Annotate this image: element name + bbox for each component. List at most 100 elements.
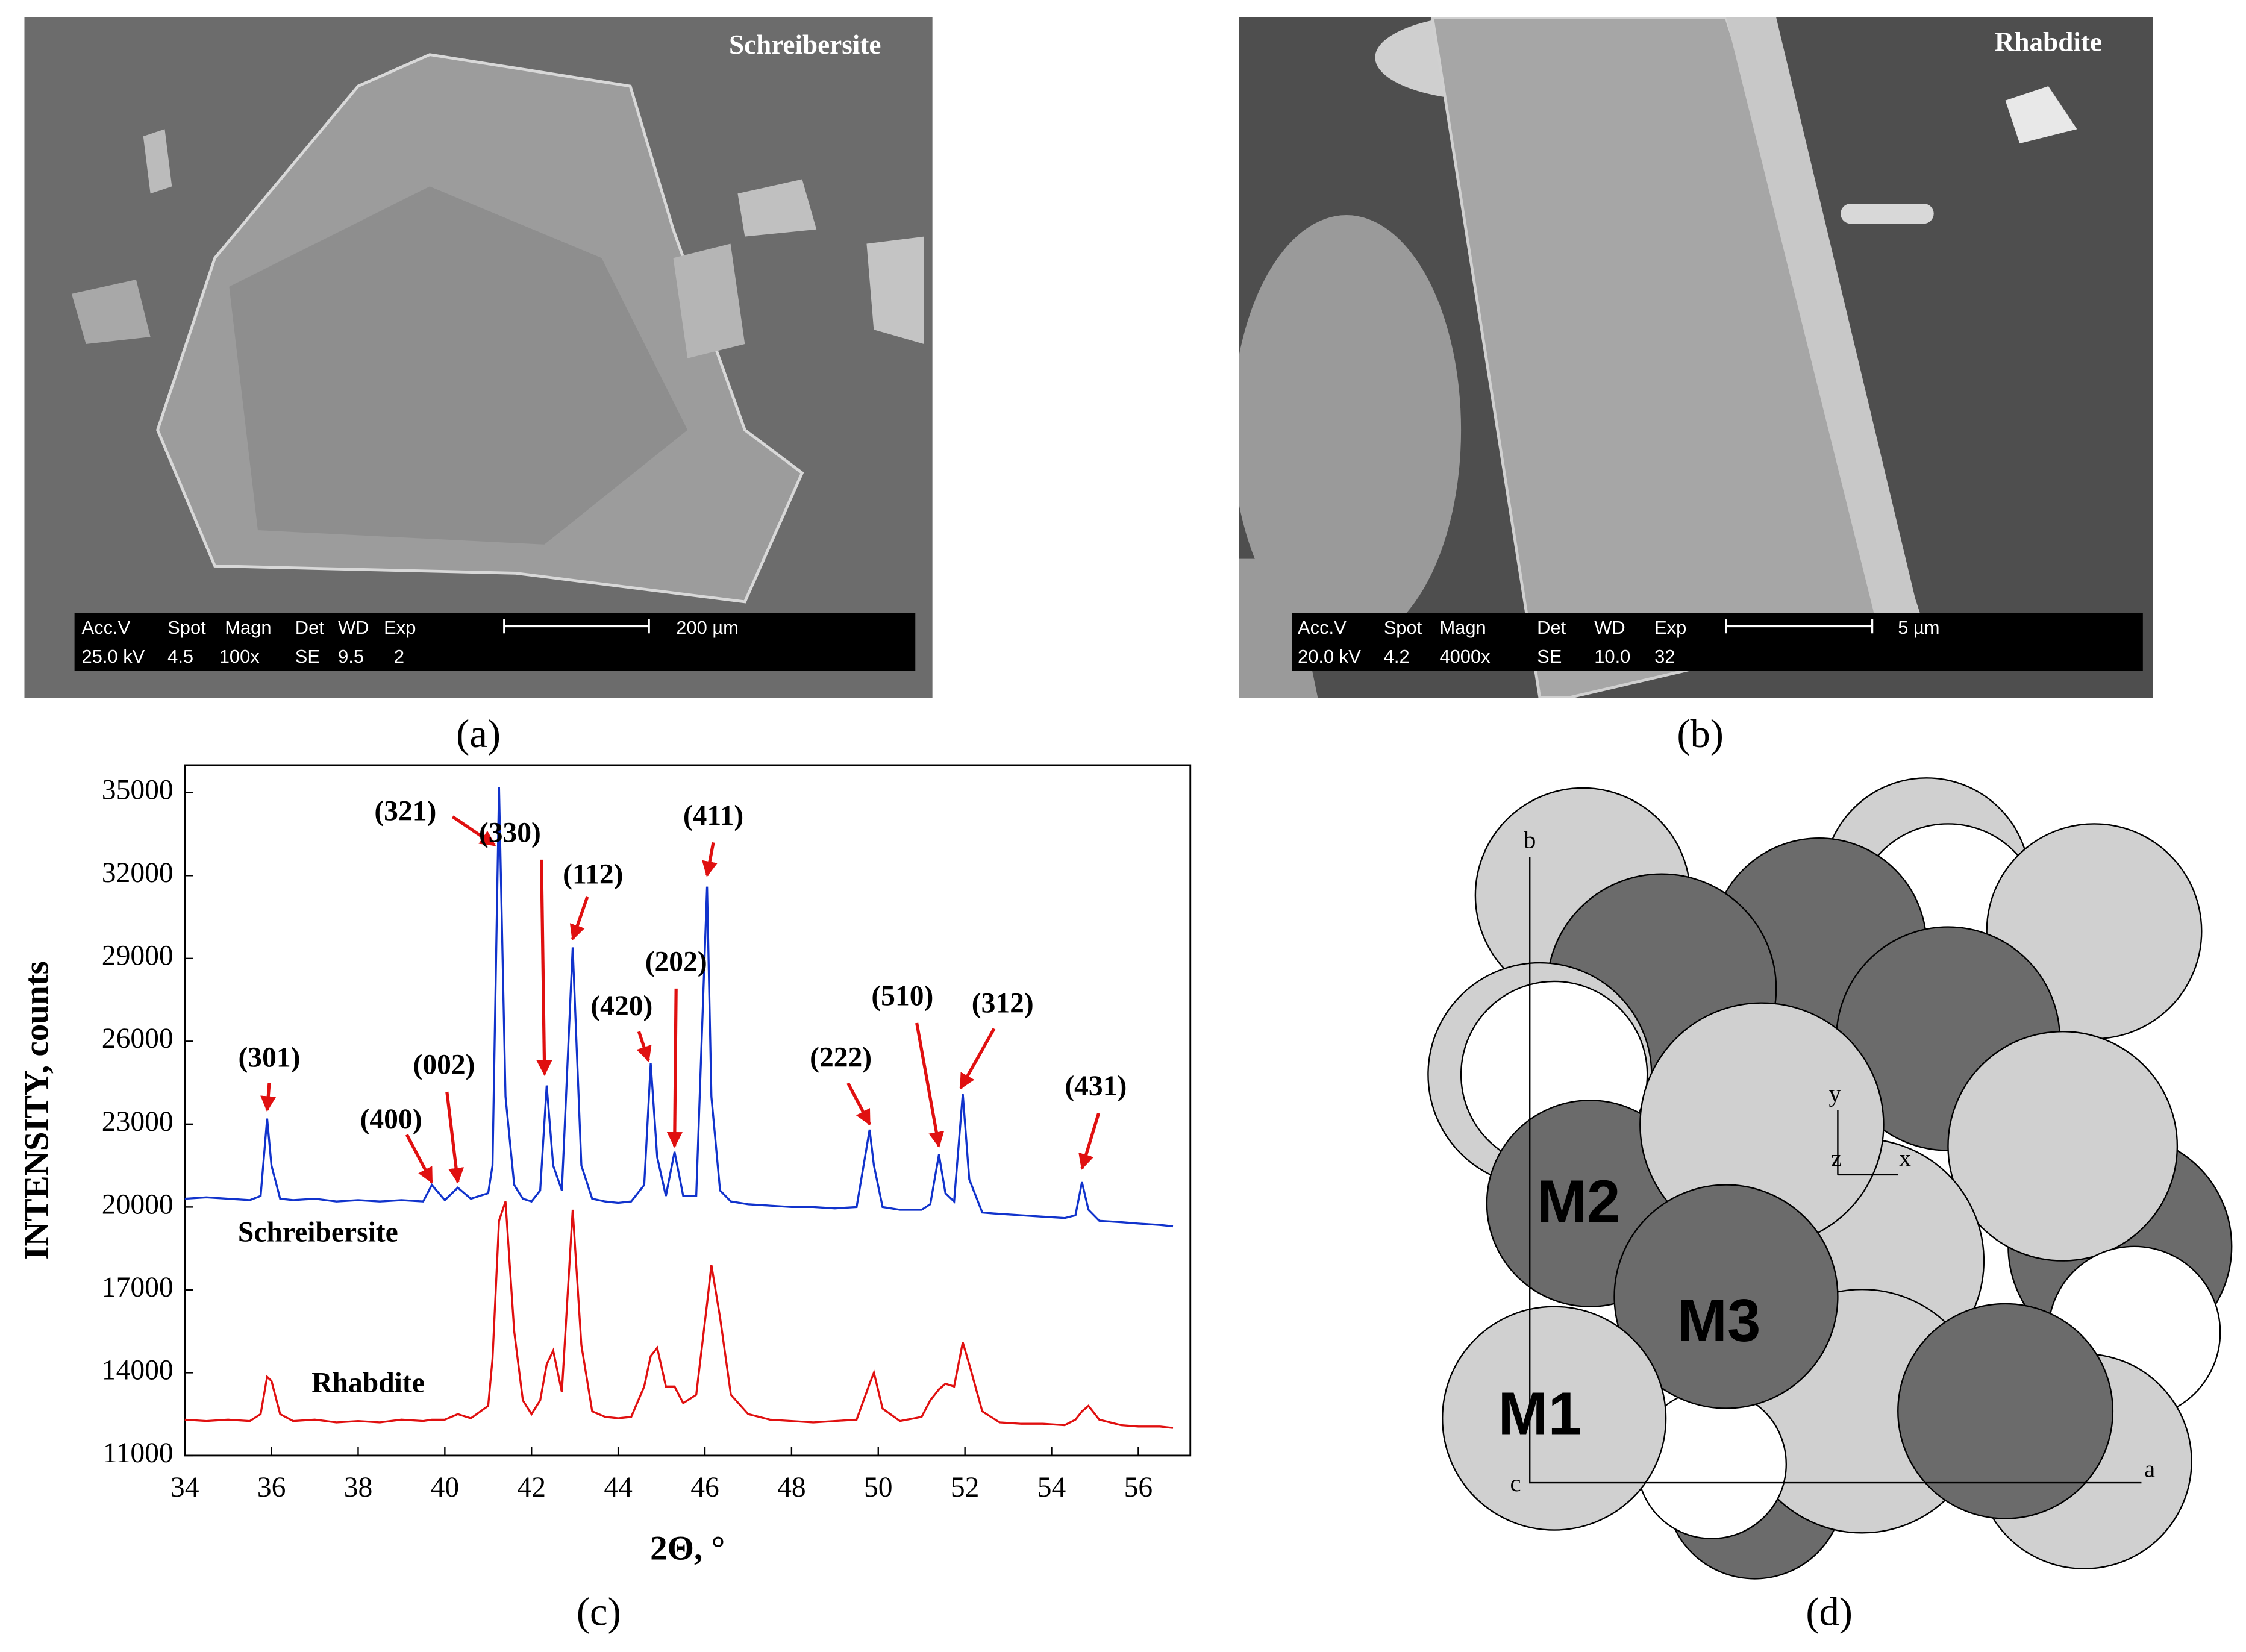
peak-label: (222) bbox=[810, 1042, 872, 1074]
image-caption: Schreibersite bbox=[729, 30, 881, 60]
atom-label: M1 bbox=[1498, 1380, 1582, 1447]
info-header: Acc.V bbox=[82, 617, 131, 638]
x-tick-label: 38 bbox=[344, 1472, 373, 1503]
x-tick-label: 44 bbox=[604, 1472, 633, 1503]
info-header: Det bbox=[295, 617, 324, 638]
scale-bar bbox=[503, 619, 650, 634]
panel-label: (d) bbox=[1806, 1591, 1853, 1635]
info-value: 10.0 bbox=[1594, 646, 1630, 667]
x-tick-label: 40 bbox=[431, 1472, 460, 1503]
xrd-chart: 11000 14000 17000 20000 23000 26000 29000 32000… bbox=[18, 764, 1192, 1567]
peak-arrow bbox=[536, 859, 552, 1076]
peak-label: (202) bbox=[645, 946, 707, 977]
y-tick-label: 14000 bbox=[102, 1354, 174, 1386]
y-tick-label: 11000 bbox=[103, 1438, 174, 1469]
plot-frame bbox=[184, 764, 1192, 1457]
info-header: WD bbox=[338, 617, 369, 638]
peak-label: (312) bbox=[972, 987, 1034, 1019]
info-header: Magn bbox=[225, 617, 271, 638]
peak-arrow bbox=[451, 815, 496, 847]
info-header: Magn bbox=[1439, 617, 1486, 638]
y-tick-label: 29000 bbox=[102, 940, 174, 972]
y-tick-label: 23000 bbox=[102, 1106, 174, 1137]
info-header: Exp bbox=[384, 617, 416, 638]
series-line bbox=[184, 787, 1174, 1228]
y-tick-label: 32000 bbox=[102, 857, 174, 889]
x-tick-label: 52 bbox=[951, 1472, 980, 1503]
x-axis-title: 2Θ, ° bbox=[650, 1529, 725, 1567]
legend-label: Schreibersite bbox=[238, 1217, 398, 1248]
y-tick-label: 20000 bbox=[102, 1189, 174, 1220]
info-value: 100x bbox=[219, 646, 260, 667]
peak-label: (321) bbox=[374, 796, 436, 827]
info-value: 25.0 kV bbox=[82, 646, 145, 667]
peak-label: (411) bbox=[683, 800, 743, 831]
info-header: Exp bbox=[1654, 617, 1686, 638]
scale-label: 5 µm bbox=[1898, 617, 1939, 638]
axis-label: x bbox=[1899, 1144, 1911, 1171]
info-value: SE bbox=[295, 646, 320, 667]
y-tick-label: 35000 bbox=[102, 775, 174, 806]
atom-label: M3 bbox=[1677, 1287, 1761, 1354]
info-value: 4000x bbox=[1439, 646, 1491, 667]
x-tick-label: 46 bbox=[690, 1472, 719, 1503]
axis-label: c bbox=[1510, 1469, 1521, 1497]
peak-label: (510) bbox=[871, 980, 933, 1012]
sem-image-a bbox=[24, 17, 933, 698]
scale-label: 200 µm bbox=[676, 617, 739, 638]
peak-arrow bbox=[915, 1022, 945, 1148]
peak-arrow bbox=[636, 1031, 652, 1062]
axis-label: a bbox=[2144, 1455, 2155, 1482]
peak-label: (400) bbox=[360, 1104, 422, 1135]
peak-label: (330) bbox=[479, 817, 541, 848]
peak-arrow bbox=[959, 1028, 996, 1090]
info-header: Acc.V bbox=[1298, 617, 1347, 638]
axis-label: b bbox=[1524, 827, 1536, 854]
panel-label: (b) bbox=[1677, 712, 1724, 756]
peak-arrow bbox=[569, 896, 589, 941]
crystal-structure bbox=[1427, 777, 2233, 1580]
y-axis-title: INTENSITY, counts bbox=[18, 961, 56, 1260]
info-bar bbox=[1292, 613, 2143, 671]
atom-label: M2 bbox=[1537, 1169, 1621, 1236]
x-tick-label: 48 bbox=[777, 1472, 806, 1503]
scale-bar bbox=[1725, 619, 1874, 634]
info-header: WD bbox=[1594, 617, 1625, 638]
peak-label: (431) bbox=[1065, 1071, 1127, 1102]
peak-label: (301) bbox=[238, 1042, 300, 1074]
axis-label: y bbox=[1829, 1080, 1842, 1107]
peak-label: (112) bbox=[563, 859, 623, 890]
peak-label: (420) bbox=[590, 990, 652, 1022]
info-header: Spot bbox=[1384, 617, 1422, 638]
image-caption: Rhabdite bbox=[1995, 27, 2102, 57]
info-value: SE bbox=[1537, 646, 1562, 667]
info-header: Det bbox=[1537, 617, 1566, 638]
info-value: 32 bbox=[1654, 646, 1675, 667]
peak-arrow bbox=[260, 1083, 277, 1112]
info-value: 9.5 bbox=[338, 646, 364, 667]
x-tick-label: 36 bbox=[257, 1472, 286, 1503]
peak-arrow bbox=[405, 1134, 434, 1184]
info-value: 20.0 kV bbox=[1298, 646, 1361, 667]
info-value: 4.5 bbox=[167, 646, 193, 667]
x-tick-label: 54 bbox=[1037, 1472, 1066, 1503]
x-tick-label: 34 bbox=[170, 1472, 199, 1503]
peak-arrow bbox=[1078, 1112, 1101, 1170]
info-value: 2 bbox=[394, 646, 404, 667]
axis-label: z bbox=[1831, 1144, 1842, 1171]
y-tick-label: 17000 bbox=[102, 1272, 174, 1303]
x-tick-label: 56 bbox=[1124, 1472, 1153, 1503]
peak-arrow bbox=[666, 988, 683, 1148]
panel-label: (c) bbox=[577, 1591, 621, 1635]
info-header: Spot bbox=[167, 617, 206, 638]
panel-label: (a) bbox=[456, 712, 501, 756]
info-bar bbox=[74, 613, 916, 671]
sem-image-b bbox=[1239, 17, 2153, 698]
peak-arrow bbox=[846, 1082, 871, 1126]
legend-label: Rhabdite bbox=[311, 1367, 425, 1398]
peak-arrow bbox=[445, 1091, 465, 1184]
y-tick-label: 26000 bbox=[102, 1023, 174, 1054]
peak-label: (002) bbox=[413, 1050, 475, 1081]
x-tick-label: 50 bbox=[864, 1472, 893, 1503]
